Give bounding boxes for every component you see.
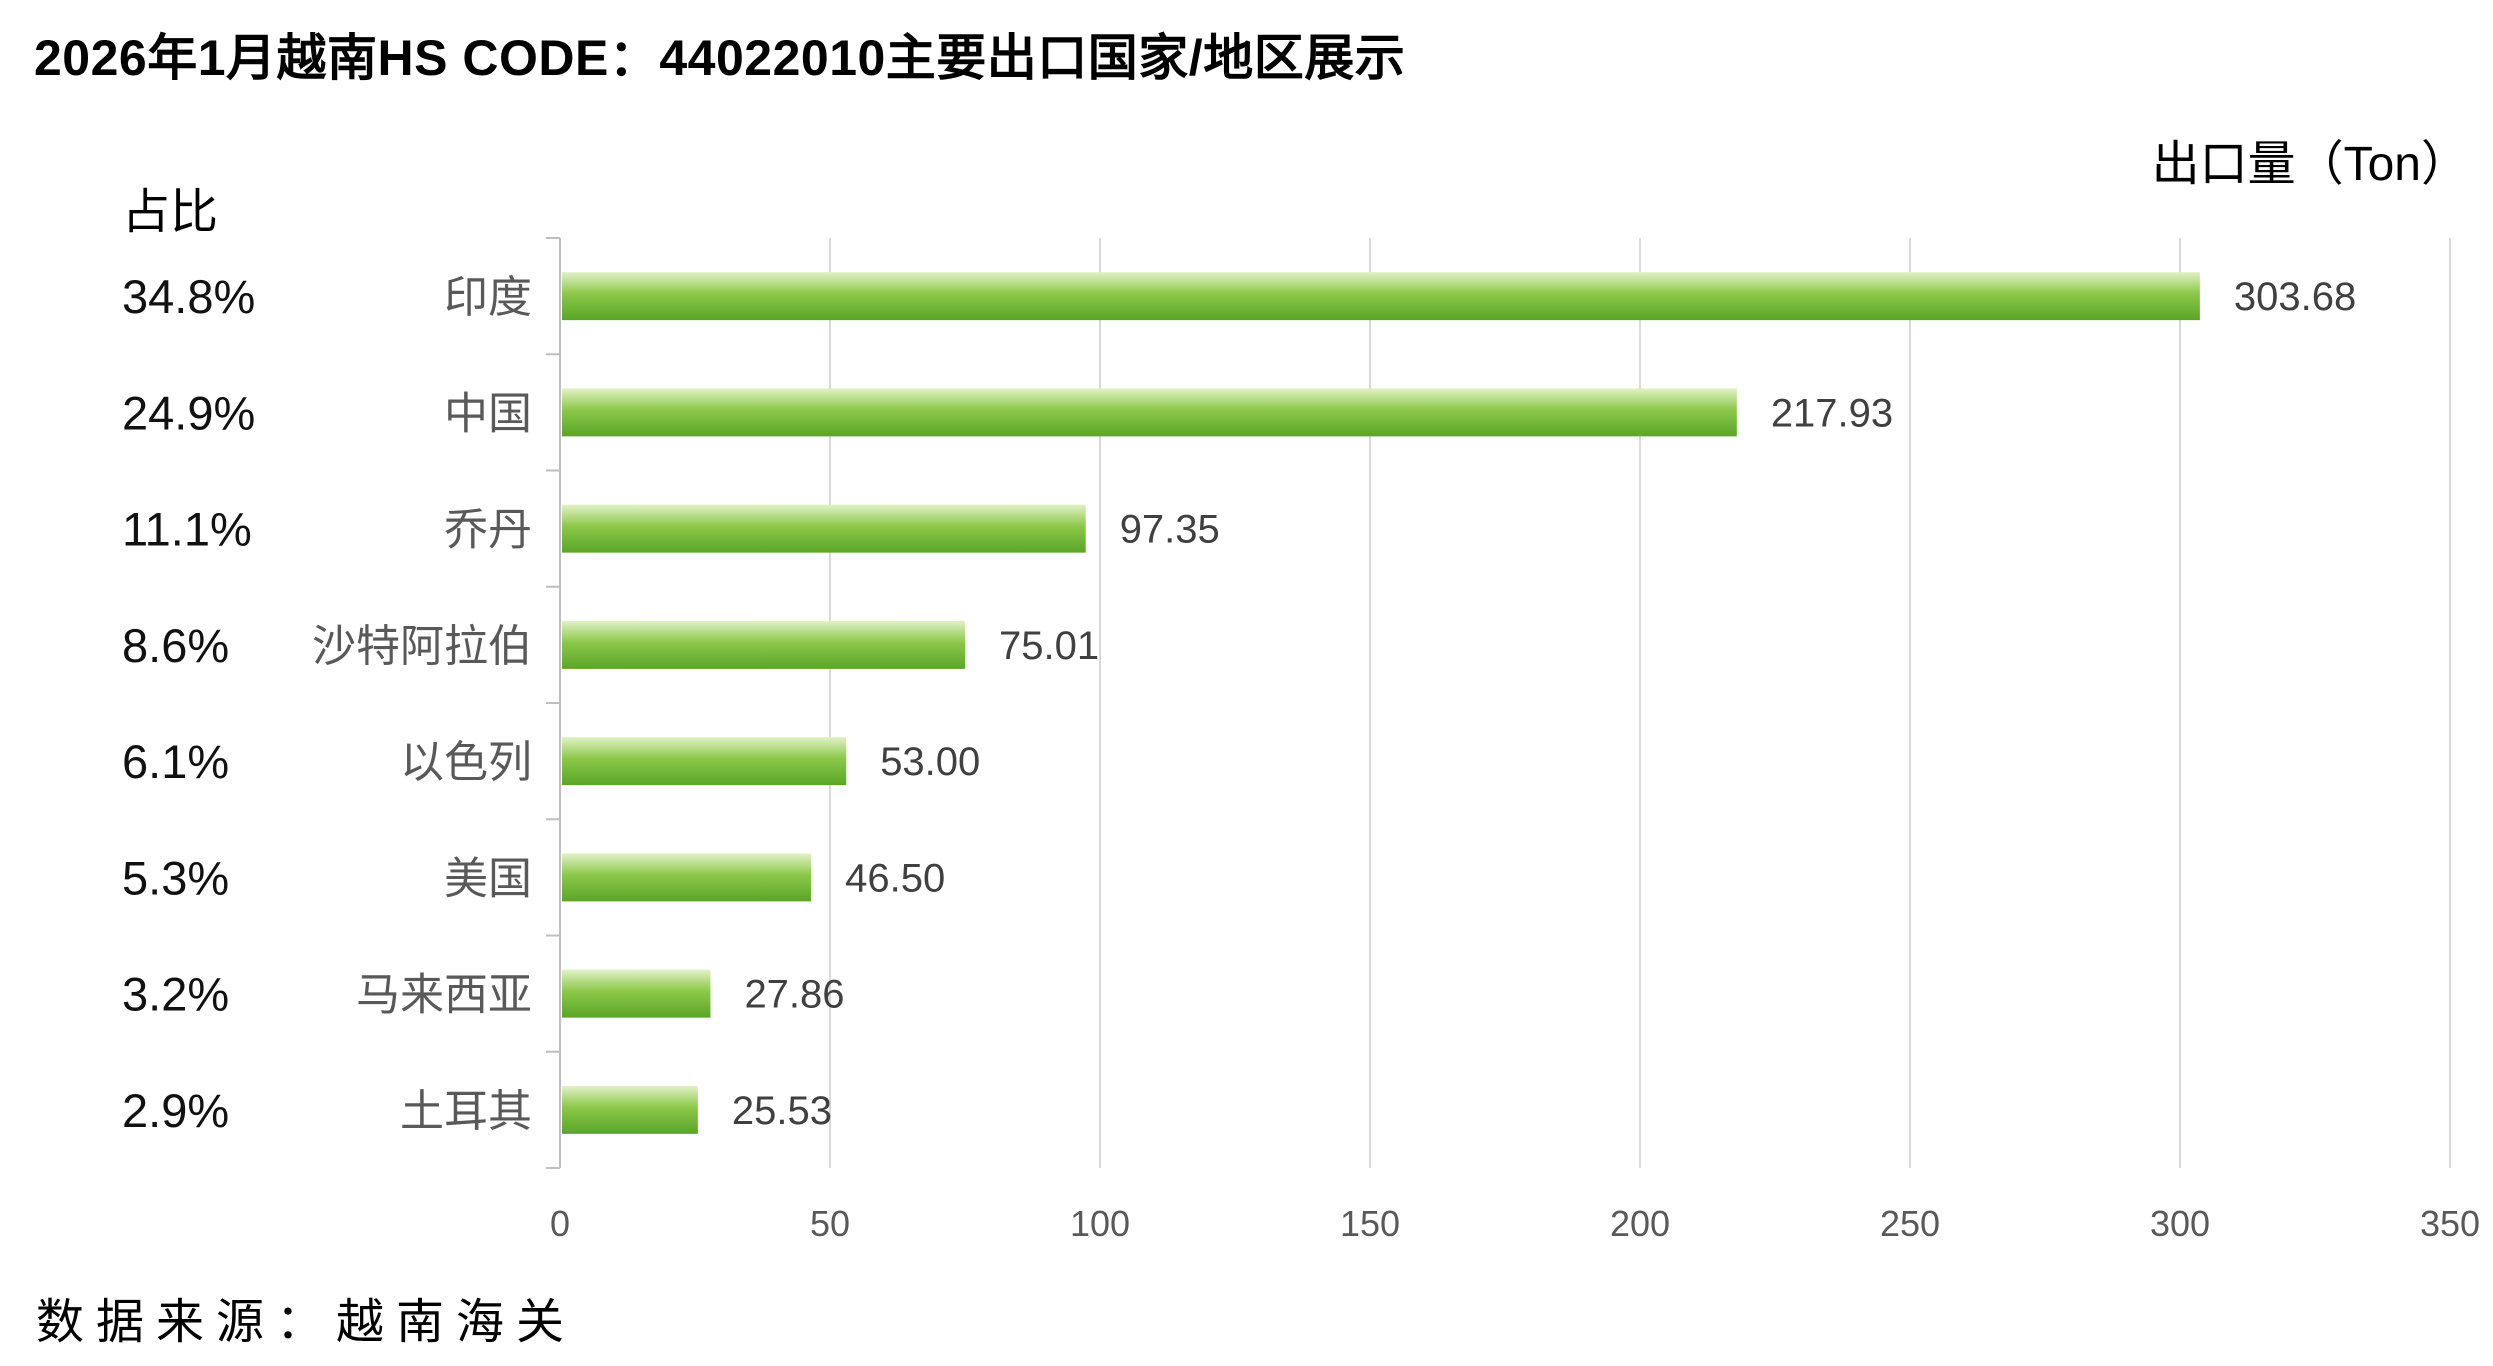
- value-label-5: 46.50: [845, 856, 945, 900]
- x-tick-label-50: 50: [810, 1203, 850, 1244]
- category-label-5: 美国: [444, 854, 532, 903]
- x-axis-unit-label: 出口量（Ton）: [2151, 138, 2469, 191]
- value-label-0: 303.68: [2234, 275, 2356, 319]
- page-title: 2026年1月越南HS CODE：44022010主要出口国家/地区展示: [34, 30, 1406, 86]
- value-label-6: 27.86: [744, 973, 844, 1017]
- category-label-6: 马来西亚: [356, 971, 532, 1020]
- category-label-3: 沙特阿拉伯: [312, 622, 532, 671]
- value-label-1: 217.93: [1771, 391, 1893, 435]
- share-label-2: 11.1%: [122, 503, 252, 556]
- share-label-0: 34.8%: [122, 270, 255, 323]
- x-tick-label-250: 250: [1880, 1203, 1940, 1244]
- share-label-6: 3.2%: [122, 968, 229, 1021]
- x-tick-label-150: 150: [1340, 1203, 1400, 1244]
- bar-6: [562, 969, 711, 1018]
- x-tick-label-300: 300: [2150, 1203, 2210, 1244]
- share-label-1: 24.9%: [122, 386, 255, 439]
- share-label-4: 6.1%: [122, 735, 229, 788]
- bar-4: [562, 737, 847, 786]
- share-label-3: 8.6%: [122, 619, 229, 672]
- bar-1: [562, 388, 1737, 437]
- category-label-0: 印度: [444, 273, 532, 322]
- x-tick-label-0: 0: [550, 1203, 570, 1244]
- category-label-7: 土耳其: [400, 1087, 532, 1136]
- bar-2: [562, 504, 1086, 553]
- bar-3: [562, 620, 966, 669]
- data-source-note: 数据来源：越南海关: [36, 1296, 577, 1349]
- x-tick-label-350: 350: [2420, 1203, 2480, 1244]
- value-label-4: 53.00: [880, 740, 980, 784]
- category-label-4: 以色列: [400, 738, 532, 787]
- share-column-label: 占比: [122, 186, 219, 239]
- category-label-1: 中国: [444, 389, 532, 438]
- bar-5: [562, 853, 812, 902]
- share-label-5: 5.3%: [122, 851, 229, 904]
- value-label-7: 25.53: [732, 1089, 832, 1133]
- category-label-2: 乔丹: [444, 506, 532, 555]
- bar-0: [562, 272, 2200, 321]
- share-label-7: 2.9%: [122, 1084, 229, 1137]
- bar-7: [562, 1085, 698, 1134]
- x-tick-label-100: 100: [1070, 1203, 1130, 1244]
- x-tick-label-200: 200: [1610, 1203, 1670, 1244]
- value-label-3: 75.01: [999, 624, 1099, 668]
- value-label-2: 97.35: [1120, 508, 1220, 552]
